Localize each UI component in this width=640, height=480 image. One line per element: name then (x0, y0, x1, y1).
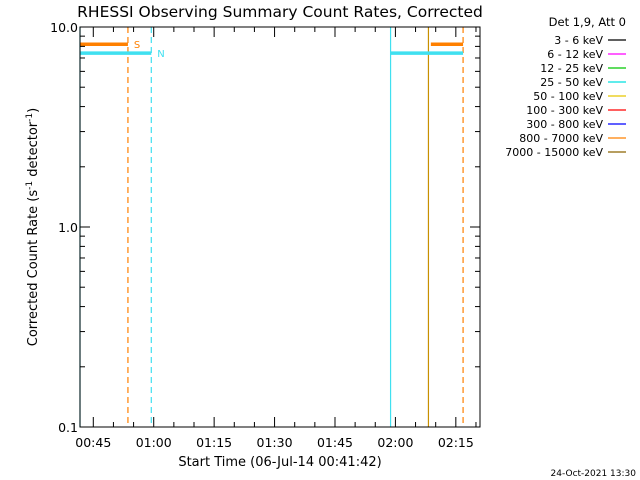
y-axis-label-sup: -1 (25, 181, 35, 190)
legend-label: 100 - 300 keV (526, 104, 603, 117)
x-axis-label: Start Time (06-Jul-14 00:41:42) (178, 455, 381, 470)
legend-label: 300 - 800 keV (526, 118, 603, 131)
y-tick-label: 1.0 (58, 220, 78, 235)
y-tick-label: 10.0 (50, 20, 78, 35)
x-tick-label: 00:45 (75, 435, 111, 450)
footer-date: 24-Oct-2021 13:30 (551, 469, 637, 479)
y-tick-label: 0.1 (58, 420, 78, 435)
x-tick-label: 01:00 (136, 435, 172, 450)
x-tick-label: 02:15 (438, 435, 474, 450)
x-tick-label: 01:30 (257, 435, 293, 450)
legend-label: 25 - 50 keV (540, 76, 603, 89)
x-tick-label: 01:45 (317, 435, 353, 450)
legend-label: 7000 - 15000 keV (505, 146, 603, 159)
chart-title: RHESSI Observing Summary Count Rates, Co… (77, 3, 483, 21)
legend-label: 800 - 7000 keV (519, 132, 603, 145)
flag-label-s: S (134, 40, 140, 51)
x-tick-label: 02:00 (377, 435, 413, 450)
flag-label-n: N (157, 49, 164, 60)
y-axis-label-sup: -1 (25, 113, 35, 122)
x-axis: 00:45 01:00 01:15 01:30 01:45 02:00 02:15 (75, 27, 477, 450)
y-axis-label-part: detector (26, 121, 41, 181)
legend-label: 3 - 6 keV (554, 34, 603, 47)
flag-segments: SN (80, 40, 464, 60)
legend-title: Det 1,9, Att 0 (549, 15, 626, 29)
y-axis: 10.0 1.0 0.1 (50, 20, 480, 435)
legend-label: 50 - 100 keV (533, 90, 603, 103)
legend-label: 6 - 12 keV (547, 48, 603, 61)
x-tick-label: 01:15 (196, 435, 232, 450)
y-axis-label-part: ) (26, 108, 41, 113)
y-axis-label: Corrected Count Rate (s-1 detector-1) (25, 108, 41, 346)
y-axis-label-part: Corrected Count Rate (s (26, 190, 41, 347)
legend-label: 12 - 25 keV (540, 62, 603, 75)
